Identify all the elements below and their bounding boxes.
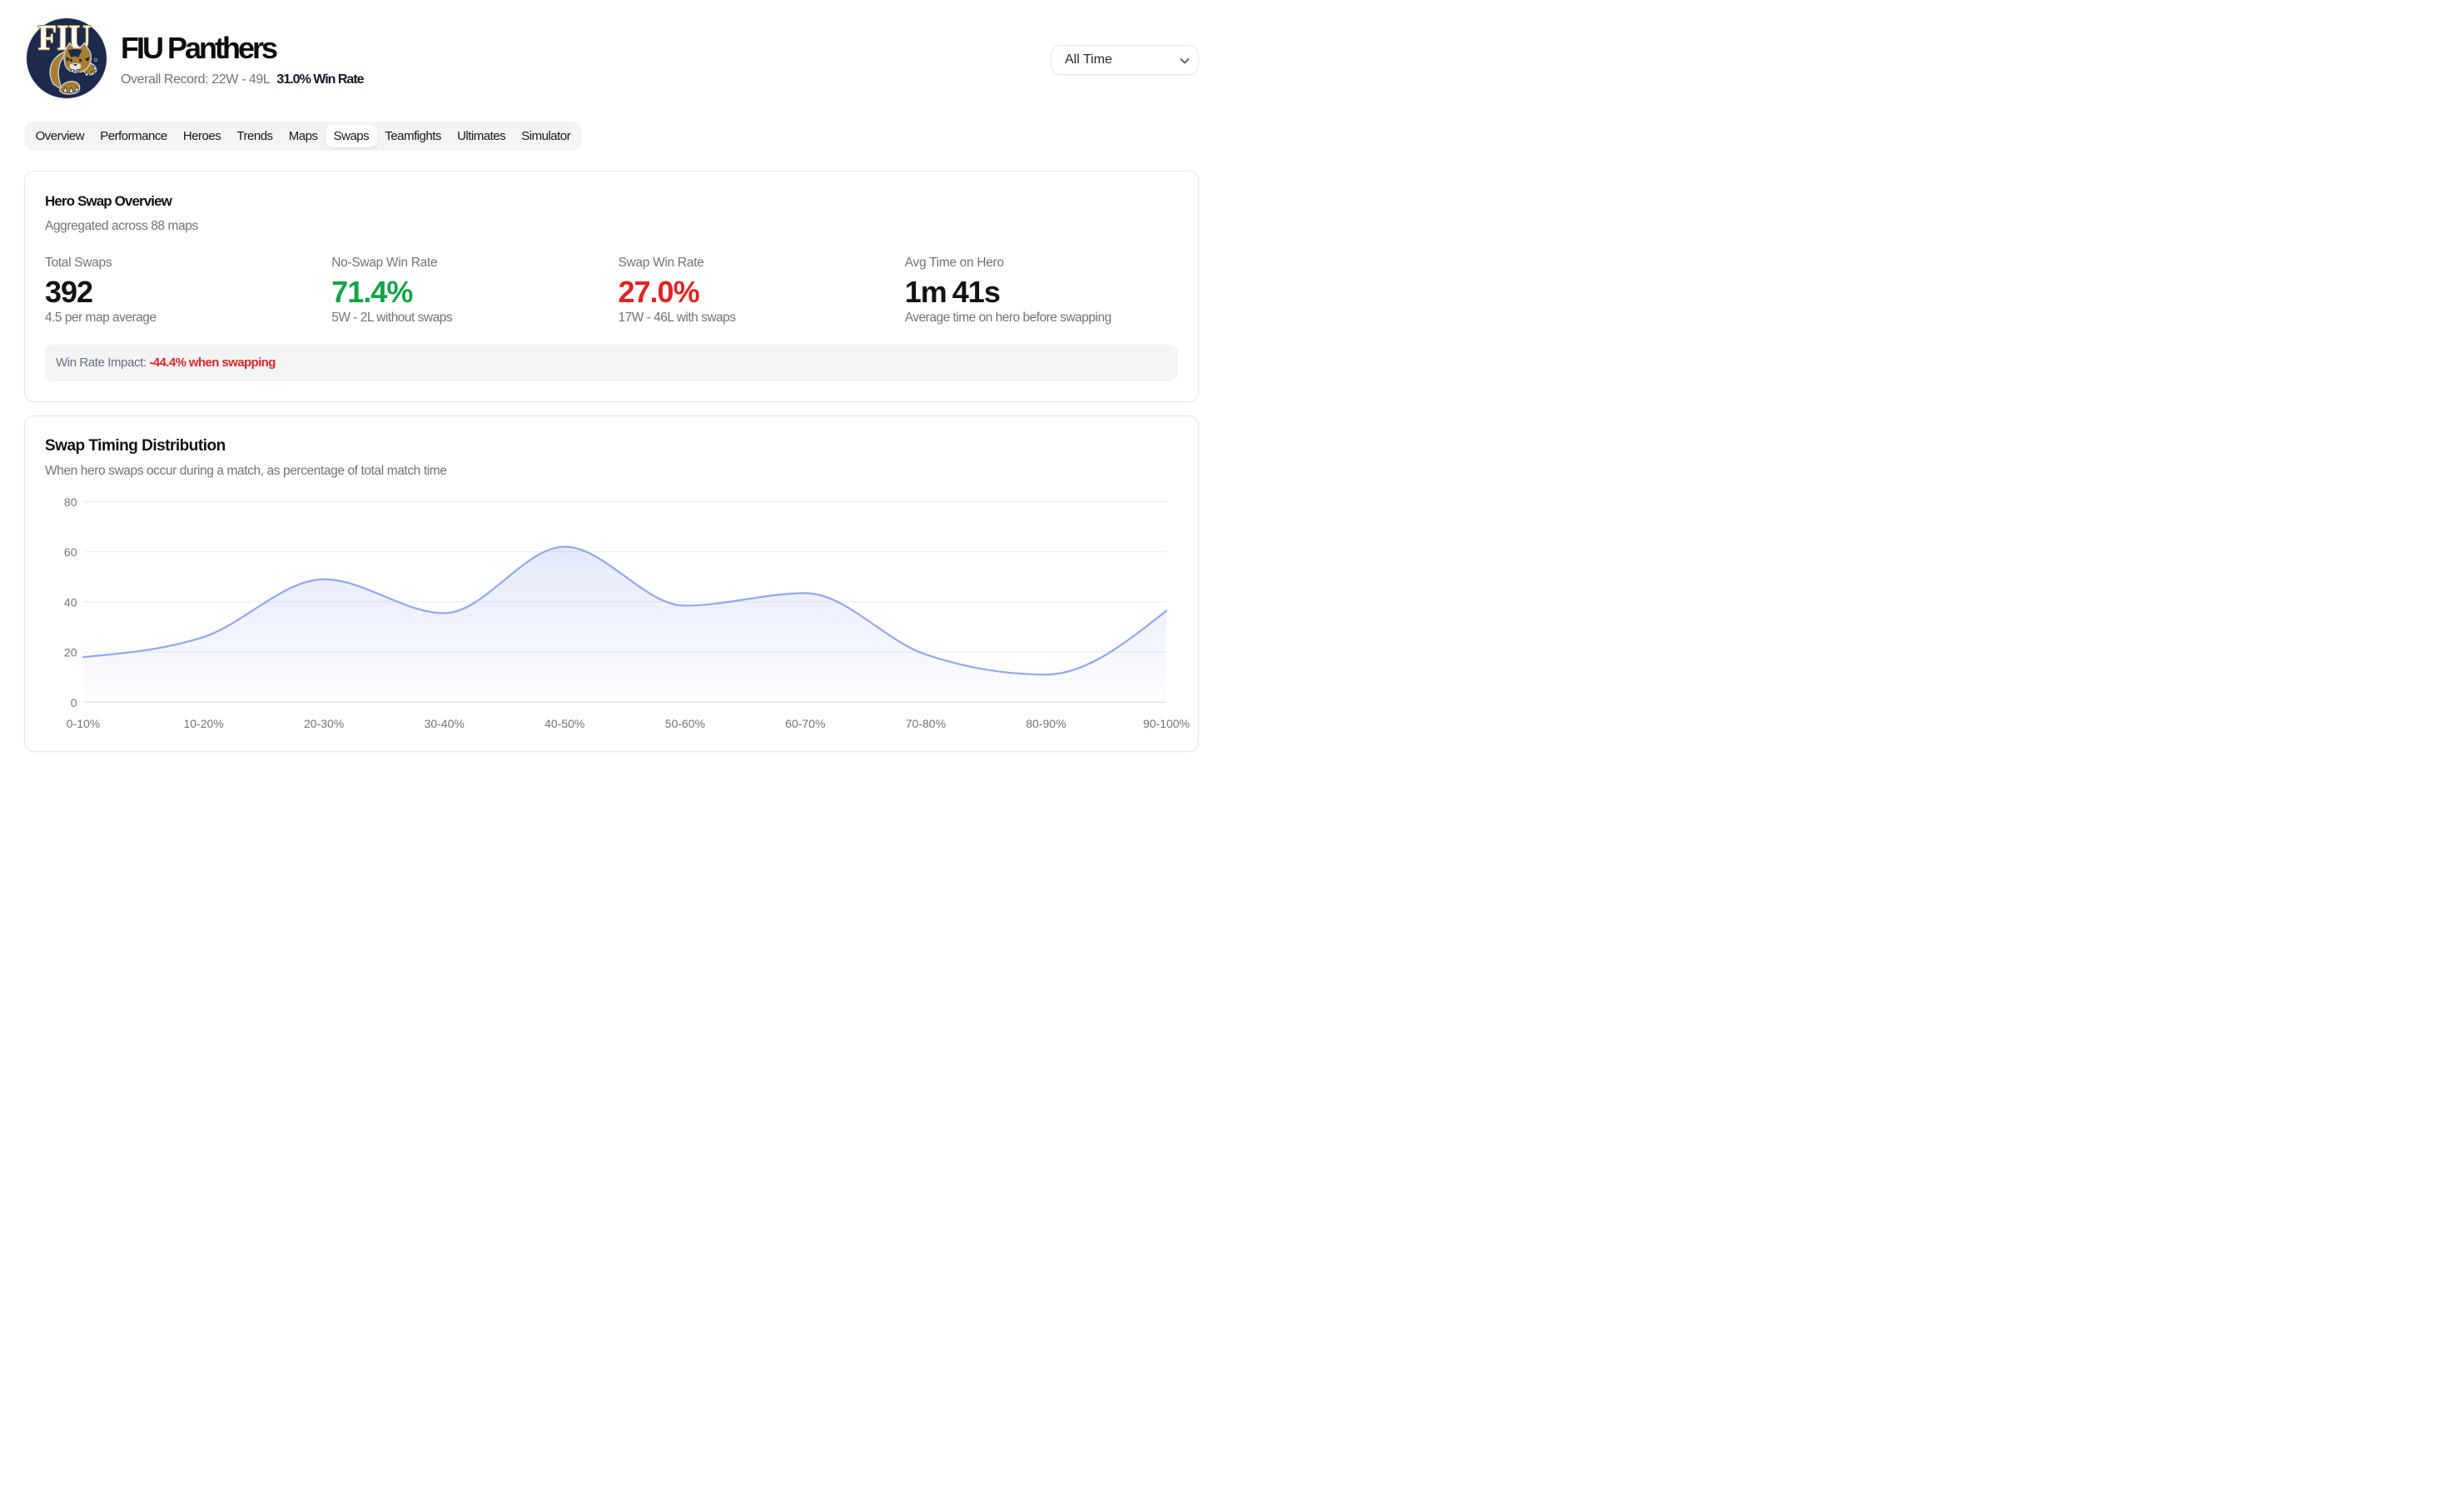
svg-text:30-40%: 30-40% (425, 717, 465, 730)
svg-text:40-50%: 40-50% (544, 717, 584, 730)
svg-text:40: 40 (64, 595, 77, 609)
svg-text:90-100%: 90-100% (1143, 717, 1190, 730)
svg-text:70-80%: 70-80% (906, 717, 946, 730)
svg-text:80: 80 (64, 495, 77, 509)
svg-text:0: 0 (71, 695, 77, 709)
svg-text:60-70%: 60-70% (785, 717, 825, 730)
svg-text:0-10%: 0-10% (67, 717, 100, 730)
svg-text:50-60%: 50-60% (665, 717, 705, 730)
svg-text:10-20%: 10-20% (183, 717, 223, 730)
svg-text:60: 60 (64, 545, 77, 559)
svg-text:80-90%: 80-90% (1026, 717, 1066, 730)
svg-text:20-30%: 20-30% (304, 717, 344, 730)
svg-text:20: 20 (64, 645, 77, 659)
